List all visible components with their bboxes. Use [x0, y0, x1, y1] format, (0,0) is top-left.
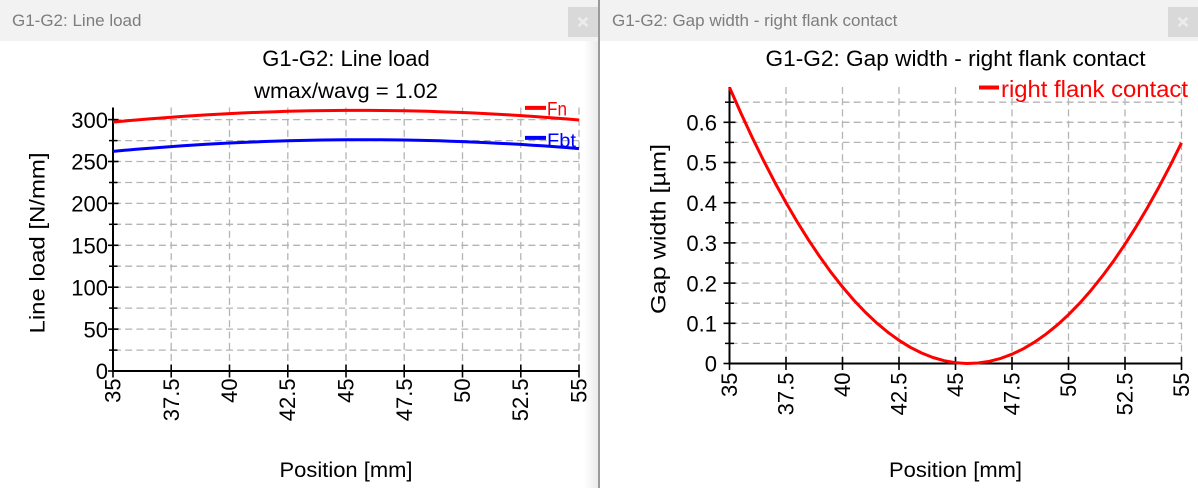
svg-text:Fbt: Fbt: [547, 131, 577, 152]
svg-text:150: 150: [71, 234, 108, 259]
svg-text:0.1: 0.1: [686, 312, 717, 337]
svg-text:45: 45: [334, 378, 359, 402]
svg-text:Line load [N/mm]: Line load [N/mm]: [27, 153, 50, 334]
svg-text:50: 50: [1056, 373, 1081, 397]
svg-text:42.5: 42.5: [887, 373, 912, 416]
svg-text:0: 0: [96, 359, 108, 384]
svg-text:52.5: 52.5: [1113, 373, 1138, 416]
svg-text:37.5: 37.5: [774, 373, 799, 416]
svg-text:wmax/wavg = 1.02: wmax/wavg = 1.02: [253, 80, 438, 103]
svg-text:0.3: 0.3: [686, 231, 717, 256]
svg-text:55: 55: [1169, 373, 1194, 397]
svg-text:Fn: Fn: [547, 100, 567, 121]
svg-text:0.6: 0.6: [686, 111, 717, 136]
svg-text:0.4: 0.4: [686, 191, 717, 216]
svg-text:47.5: 47.5: [1000, 373, 1025, 416]
svg-text:40: 40: [217, 378, 242, 402]
svg-text:42.5: 42.5: [275, 378, 300, 421]
svg-text:right flank contact: right flank contact: [1001, 76, 1189, 102]
svg-text:50: 50: [450, 378, 475, 402]
svg-text:52.5: 52.5: [508, 378, 533, 421]
svg-text:35: 35: [101, 378, 126, 402]
svg-text:0.5: 0.5: [686, 151, 717, 176]
svg-text:100: 100: [71, 275, 108, 300]
svg-text:0: 0: [705, 352, 717, 377]
svg-text:45: 45: [943, 373, 968, 397]
svg-text:G1-G2: Line load: G1-G2: Line load: [262, 46, 430, 71]
svg-text:250: 250: [71, 150, 108, 175]
svg-text:Position [mm]: Position [mm]: [280, 459, 413, 482]
svg-text:50: 50: [84, 317, 108, 342]
svg-text:55: 55: [567, 378, 592, 402]
svg-text:40: 40: [830, 373, 855, 397]
svg-text:200: 200: [71, 192, 108, 217]
svg-text:Gap width [µm]: Gap width [µm]: [648, 144, 671, 314]
svg-text:G1-G2: Gap width - right flank: G1-G2: Gap width - right flank contact: [766, 46, 1146, 71]
svg-text:0.2: 0.2: [686, 271, 717, 296]
svg-text:300: 300: [71, 108, 108, 133]
svg-text:47.5: 47.5: [392, 378, 417, 421]
svg-text:35: 35: [717, 373, 742, 397]
svg-text:Position [mm]: Position [mm]: [889, 459, 1022, 482]
svg-text:37.5: 37.5: [159, 378, 184, 421]
